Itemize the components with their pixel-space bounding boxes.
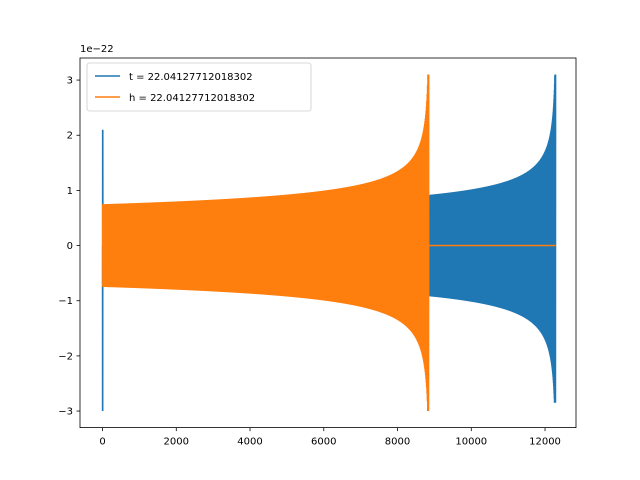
legend-label: h = 22.04127712018302 [129, 93, 255, 104]
x-tick-label: 0 [99, 437, 105, 448]
x-tick-label: 2000 [164, 437, 189, 448]
x-axis: 0 2000 4000 6000 8000 10000 12000 [99, 427, 561, 448]
x-tick-label: 6000 [311, 437, 336, 448]
y-axis: −3 −2 −1 0 1 2 3 [58, 76, 80, 418]
legend-box [86, 62, 312, 112]
y-tick-label: 2 [67, 131, 73, 142]
y-offset-label: 1e−22 [80, 44, 114, 55]
legend: t = 22.04127712018302 h = 22.041277120183… [86, 62, 312, 112]
x-tick-label: 8000 [385, 437, 410, 448]
series-h-chirp [101, 74, 430, 412]
y-tick-label: 3 [67, 76, 73, 87]
x-tick-label: 10000 [455, 437, 487, 448]
y-tick-label: −2 [58, 351, 73, 362]
x-tick-label: 4000 [237, 437, 262, 448]
plot-frame [79, 57, 577, 429]
series-layer [101, 74, 557, 412]
y-tick-label: −1 [58, 296, 73, 307]
y-tick-label: 0 [67, 241, 73, 252]
y-tick-label: 1 [67, 186, 73, 197]
series-t-chirp [429, 74, 557, 403]
x-tick-label: 12000 [529, 437, 561, 448]
y-tick-label: −3 [58, 407, 73, 418]
legend-label: t = 22.04127712018302 [129, 72, 253, 83]
